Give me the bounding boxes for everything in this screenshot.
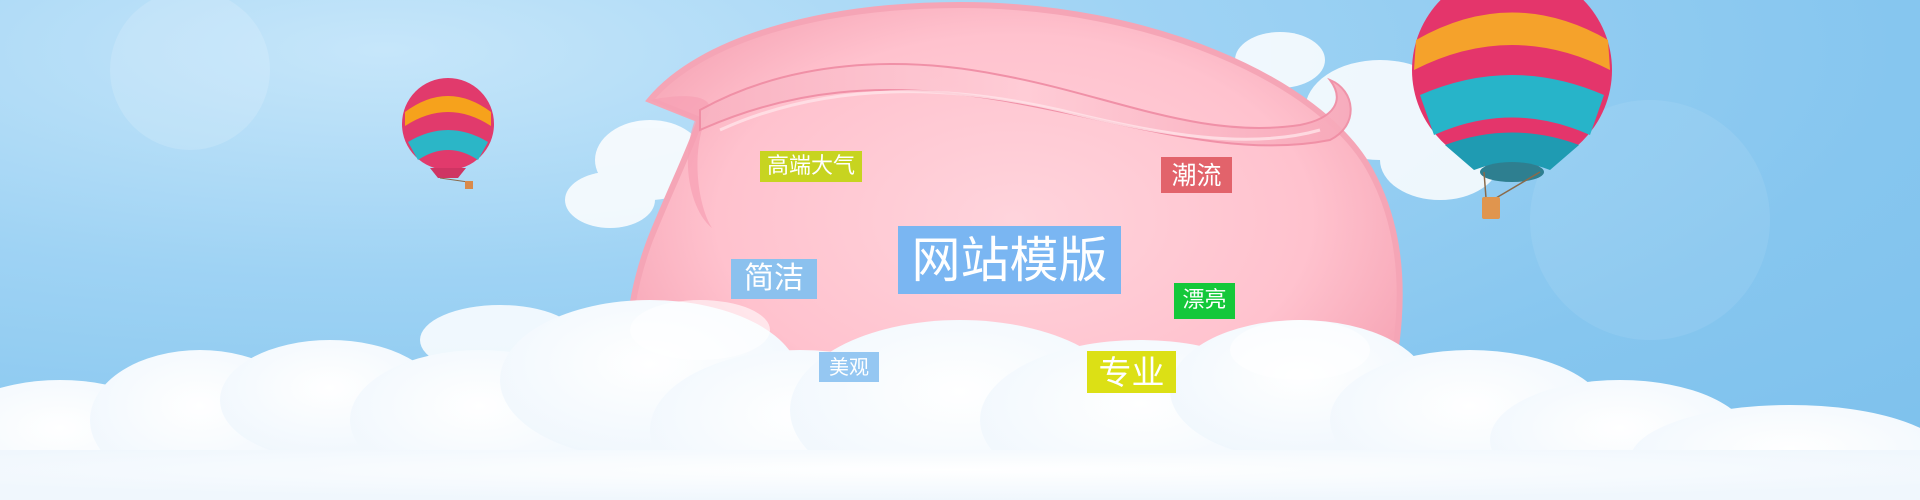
tag-meiguan-label: 美观 <box>829 355 869 379</box>
tag-chaoliu: 潮流 <box>1161 157 1232 193</box>
tag-jianjie: 简洁 <box>731 259 817 299</box>
tag-zhuanye-label: 专业 <box>1098 352 1165 392</box>
tag-gaoduan-daqi: 高端大气 <box>760 151 862 182</box>
tag-wangzhan-mobans: 网站模版 <box>898 226 1121 294</box>
large-hot-air-balloon <box>1412 0 1612 219</box>
front-clouds <box>0 300 1920 500</box>
tag-gaoduan-daqi-label: 高端大气 <box>766 153 855 179</box>
small-hot-air-balloon <box>402 78 494 189</box>
tag-jianjie-label: 简洁 <box>744 261 804 296</box>
tag-wangzhan-mobans-label: 网站模版 <box>911 231 1108 289</box>
tag-piaoliang: 漂亮 <box>1174 283 1235 319</box>
tag-chaoliu-label: 潮流 <box>1171 160 1222 190</box>
tag-piaoliang-label: 漂亮 <box>1182 288 1227 313</box>
tag-meiguan: 美观 <box>819 352 879 382</box>
tag-zhuanye: 专业 <box>1087 351 1176 393</box>
